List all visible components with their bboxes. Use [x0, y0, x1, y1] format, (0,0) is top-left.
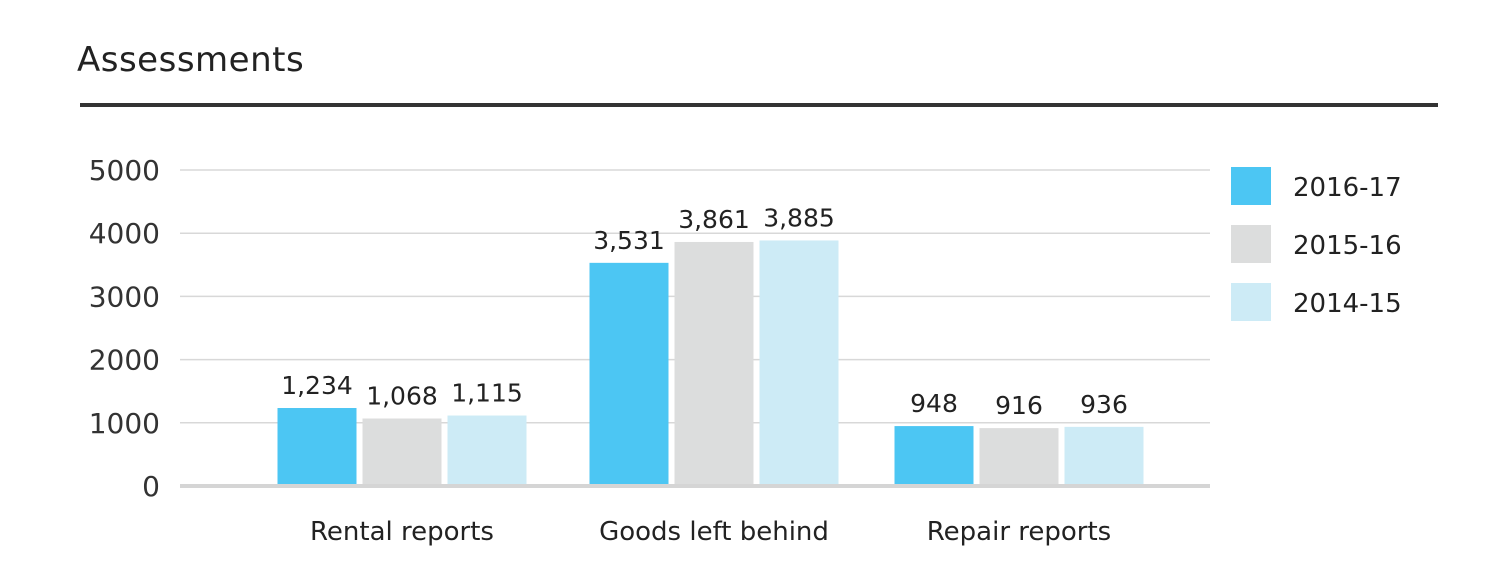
x-tick-label-0: Rental reports: [310, 517, 494, 547]
legend-label-2016-17: 2016-17: [1293, 173, 1402, 203]
data-label-2016-17-1: 3,531: [593, 226, 665, 255]
y-tick-label-2000: 2000: [89, 344, 160, 377]
bar-2016-17-0: [277, 408, 357, 486]
bar-2016-17-1: [589, 262, 669, 486]
y-tick-label-1000: 1000: [89, 407, 160, 440]
title-divider: [80, 103, 1438, 107]
legend-label-2015-16: 2015-16: [1293, 231, 1402, 261]
data-label-2015-16-2: 916: [995, 391, 1043, 420]
data-label-2016-17-2: 948: [910, 389, 958, 418]
legend-swatch-2014-15: [1231, 283, 1271, 321]
y-tick-label-0: 0: [142, 470, 160, 503]
chart-title: Assessments: [77, 40, 305, 80]
data-label-2014-15-1: 3,885: [763, 203, 835, 232]
bar-2014-15-2: [1064, 426, 1144, 486]
legend-swatch-2016-17: [1231, 167, 1271, 205]
data-label-2016-17-0: 1,234: [281, 371, 353, 400]
legend-label-2014-15: 2014-15: [1293, 289, 1402, 319]
bar-2014-15-0: [447, 415, 527, 486]
bar-2015-16-1: [674, 241, 754, 486]
x-tick-label-2: Repair reports: [927, 517, 1111, 547]
bar-2016-17-2: [894, 426, 974, 486]
bar-2014-15-1: [759, 240, 839, 486]
data-label-2014-15-0: 1,115: [451, 379, 523, 408]
data-label-2014-15-2: 936: [1080, 390, 1128, 419]
data-label-2015-16-0: 1,068: [366, 382, 438, 411]
y-tick-label-5000: 5000: [89, 154, 160, 187]
legend-swatch-2015-16: [1231, 225, 1271, 263]
x-tick-label-1: Goods left behind: [599, 517, 829, 547]
y-tick-label-3000: 3000: [89, 280, 160, 313]
bar-2015-16-2: [979, 428, 1059, 486]
data-label-2015-16-1: 3,861: [678, 205, 750, 234]
y-tick-label-4000: 4000: [89, 217, 160, 250]
bar-2015-16-0: [362, 418, 442, 486]
